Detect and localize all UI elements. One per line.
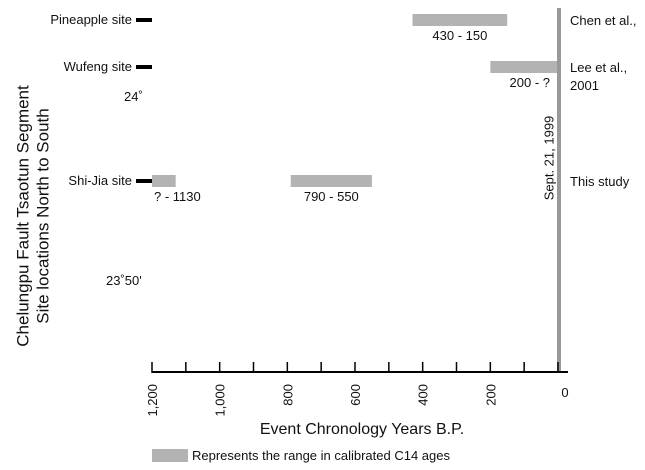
y-axis-title-line-1: Chelungpu Fault Tsaotun Segment: [13, 85, 32, 347]
x-tick-label-800: 800: [280, 384, 295, 406]
latitude-label-24: 24˚: [124, 89, 143, 104]
legend-text: Represents the range in calibrated C14 a…: [192, 448, 450, 463]
x-tick-label-400: 400: [416, 384, 431, 406]
y-axis-title-line-2: Site locations North to South: [33, 108, 52, 323]
event-line: [557, 8, 561, 372]
site-label-1: Wufeng site: [64, 59, 132, 74]
x-axis-title: Event Chronology Years B.P.: [260, 421, 464, 438]
range-label-0: 430 - 150: [432, 28, 487, 43]
range-bar-1: [490, 61, 558, 73]
range-bars: 430 - 150 200 - ? ? - 1130 790 - 550: [152, 14, 558, 204]
x-tick-label-0: 0: [561, 385, 568, 400]
x-axis: 1,200 1,000 800 600 400 200 0: [145, 362, 569, 417]
event-line-label: Sept. 21, 1999: [541, 116, 556, 201]
x-tick-label-1000: 1,000: [213, 384, 228, 417]
legend-swatch: [152, 449, 188, 462]
range-label-3: 790 - 550: [304, 189, 359, 204]
x-tick-label-600: 600: [348, 384, 363, 406]
site-reference-2-0: This study: [570, 174, 630, 189]
site-reference-1-0: Lee et al.,: [570, 60, 627, 75]
site-references: Chen et al., Lee et al., 2001 This study: [570, 13, 637, 189]
site-label-2: Shi-Jia site: [68, 173, 132, 188]
range-label-1: 200 - ?: [510, 75, 550, 90]
range-bar-0: [412, 14, 508, 26]
site-marker-2: [136, 179, 152, 183]
range-label-2: ? - 1130: [154, 189, 201, 204]
site-marker-1: [136, 65, 152, 69]
x-tick-label-200: 200: [483, 384, 498, 406]
range-bar-2: [152, 175, 176, 187]
site-reference-0-0: Chen et al.,: [570, 13, 637, 28]
site-marker-0: [136, 18, 152, 22]
site-rows: Pineapple site Wufeng site Shi-Jia site: [50, 12, 152, 188]
latitude-label-23-50: 23˚50': [106, 273, 142, 288]
range-bar-3: [290, 175, 372, 187]
site-label-0: Pineapple site: [50, 12, 132, 27]
site-reference-1-1: 2001: [570, 78, 599, 93]
x-tick-label-1200: 1,200: [145, 384, 160, 417]
